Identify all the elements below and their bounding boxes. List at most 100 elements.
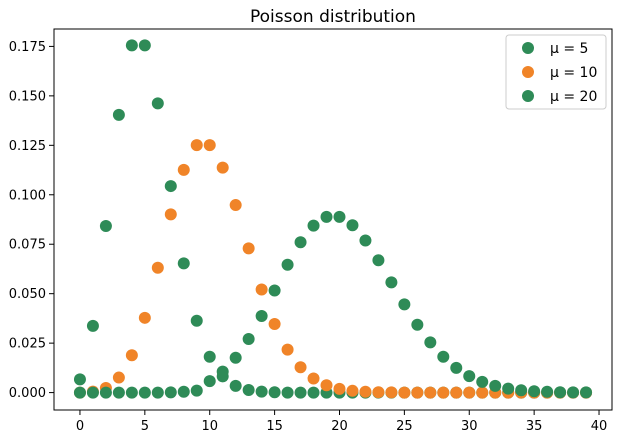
x-tick-label: 0 <box>76 419 84 434</box>
data-point <box>177 257 190 270</box>
data-point <box>294 361 307 374</box>
data-point <box>268 317 281 330</box>
legend-box <box>505 34 607 110</box>
data-point <box>320 210 333 223</box>
x-tick-label: 5 <box>141 419 149 434</box>
data-point <box>203 350 216 363</box>
y-tick-label: 0.000 <box>9 386 46 401</box>
data-point <box>73 386 86 399</box>
data-point <box>385 276 398 289</box>
data-point <box>242 332 255 345</box>
data-point <box>164 386 177 399</box>
legend-marker <box>522 42 534 54</box>
x-tick-label: 20 <box>331 419 348 434</box>
data-point <box>151 386 164 399</box>
data-point <box>255 385 268 398</box>
data-point <box>125 386 138 399</box>
legend-marker <box>522 90 534 102</box>
data-point <box>476 386 489 399</box>
data-point <box>307 372 320 385</box>
x-tick-label: 25 <box>396 419 413 434</box>
data-point <box>268 284 281 297</box>
data-point <box>372 386 385 399</box>
data-point <box>359 234 372 247</box>
data-point <box>359 385 372 398</box>
data-point <box>216 365 229 378</box>
data-point <box>320 379 333 392</box>
data-point <box>73 373 86 386</box>
data-point <box>112 371 125 384</box>
data-point <box>177 163 190 176</box>
data-point <box>437 350 450 363</box>
data-point <box>502 382 515 395</box>
data-point <box>242 384 255 397</box>
data-point <box>190 139 203 152</box>
y-tick-label: 0.025 <box>9 337 46 352</box>
data-point <box>138 386 151 399</box>
data-point <box>229 351 242 364</box>
series-3 <box>73 210 593 399</box>
data-point <box>411 318 424 331</box>
data-point <box>307 219 320 232</box>
data-point <box>203 375 216 388</box>
legend-label: μ = 5 <box>550 41 588 57</box>
data-point <box>476 375 489 388</box>
y-tick-label: 0.125 <box>9 139 46 154</box>
data-point <box>450 361 463 374</box>
data-point <box>112 108 125 121</box>
data-point <box>346 219 359 232</box>
x-tick-label: 40 <box>591 419 608 434</box>
data-point <box>138 39 151 52</box>
plot-area: 0 5 10 15 20 25 30 35 40 0.000 0.025 0.050 0.075 0.10… <box>9 39 608 434</box>
x-tick-label: 35 <box>526 419 543 434</box>
data-point <box>151 97 164 110</box>
data-point <box>307 386 320 399</box>
data-point <box>424 336 437 349</box>
chart-title: Poisson distribution <box>250 7 416 27</box>
y-tick-label: 0.075 <box>9 238 46 253</box>
legend-marker <box>522 66 534 78</box>
legend: μ = 5 μ = 10 μ = 20 <box>505 34 607 110</box>
data-point <box>541 385 554 398</box>
data-point <box>580 386 593 399</box>
data-point <box>216 161 229 174</box>
data-point <box>86 319 99 332</box>
data-point <box>554 386 567 399</box>
data-point <box>112 386 125 399</box>
data-point <box>333 210 346 223</box>
data-point <box>463 370 476 383</box>
data-point <box>489 379 502 392</box>
data-point <box>255 283 268 296</box>
x-tick-label: 10 <box>201 419 218 434</box>
data-point <box>385 386 398 399</box>
data-point <box>164 180 177 193</box>
data-point <box>138 311 151 324</box>
legend-label: μ = 20 <box>550 89 597 105</box>
data-point <box>177 385 190 398</box>
legend-label: μ = 10 <box>550 65 597 81</box>
y-tick-label: 0.150 <box>9 89 46 104</box>
data-point <box>255 310 268 323</box>
data-point <box>229 379 242 392</box>
data-point <box>86 386 99 399</box>
data-point <box>398 298 411 311</box>
y-tick-label: 0.050 <box>9 287 46 302</box>
data-point <box>99 386 112 399</box>
y-tick-label: 0.100 <box>9 188 46 203</box>
data-point <box>528 385 541 398</box>
data-point <box>567 386 580 399</box>
data-point <box>346 384 359 397</box>
data-point <box>411 386 424 399</box>
data-point <box>294 386 307 399</box>
data-point <box>515 384 528 397</box>
x-tick-label: 30 <box>461 419 478 434</box>
data-point <box>203 139 216 152</box>
data-point <box>294 236 307 249</box>
data-point <box>268 386 281 399</box>
data-point <box>281 343 294 356</box>
data-point <box>164 208 177 221</box>
data-point <box>398 386 411 399</box>
data-point <box>125 39 138 52</box>
data-point <box>424 386 437 399</box>
data-point <box>463 386 476 399</box>
